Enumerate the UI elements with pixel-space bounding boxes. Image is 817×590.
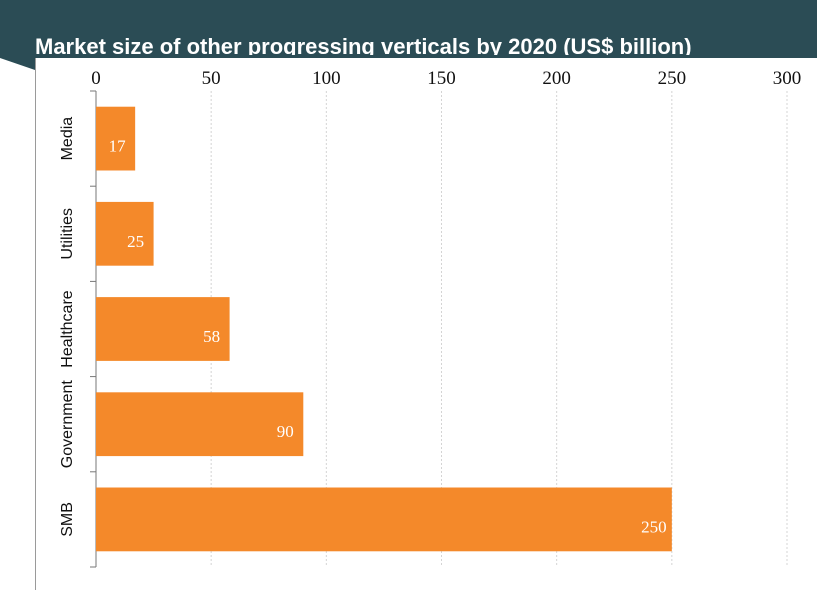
x-tick-label: 300 — [773, 68, 802, 89]
category-label: Utilities — [59, 208, 76, 260]
category-label: Media — [59, 117, 76, 161]
data-label: 25 — [127, 232, 144, 251]
title-banner: Market size of other progressing vertica… — [0, 0, 817, 58]
data-label: 58 — [203, 327, 220, 346]
banner-corner-accent — [0, 58, 35, 70]
bar — [96, 106, 136, 171]
x-tick-label: 50 — [202, 68, 221, 89]
data-label: 90 — [277, 422, 294, 441]
bar — [96, 297, 230, 361]
bar — [96, 392, 304, 457]
data-label: 250 — [641, 517, 667, 536]
category-label: SMB — [59, 502, 76, 537]
category-label: Government — [59, 380, 76, 469]
x-tick-label: 0 — [91, 68, 101, 89]
chart-title: Market size of other progressing vertica… — [35, 34, 692, 55]
x-tick-label: 200 — [542, 68, 571, 89]
x-tick-label: 100 — [312, 68, 341, 89]
x-tick-label: 250 — [658, 68, 687, 89]
data-label: 17 — [109, 137, 127, 156]
bar — [96, 201, 154, 266]
bar — [96, 487, 672, 552]
x-tick-label: 150 — [427, 68, 456, 89]
category-label: Healthcare — [59, 290, 76, 367]
left-border-rule — [35, 58, 36, 590]
